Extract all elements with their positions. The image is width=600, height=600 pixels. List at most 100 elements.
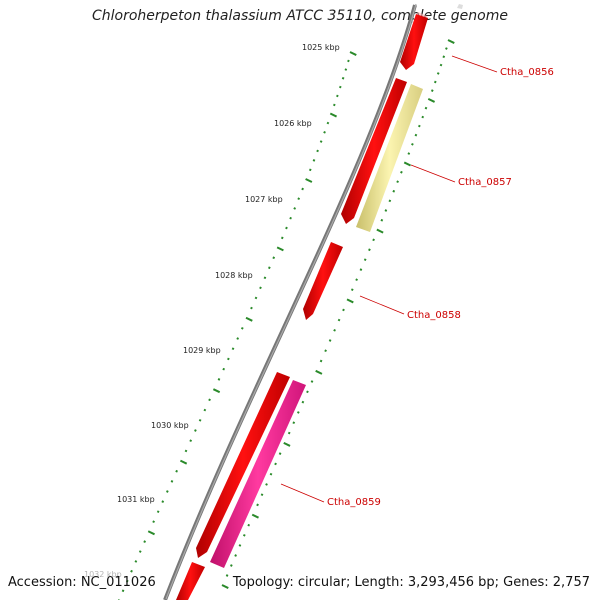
- gene-ctha-0857-left[interactable]: [341, 78, 407, 224]
- ruler-tick: [265, 483, 268, 486]
- ruler-tick: [222, 367, 226, 371]
- ruler-tick: [238, 544, 242, 547]
- gene-ctha-0859-red[interactable]: [196, 372, 290, 558]
- ruler-tick: [230, 564, 233, 567]
- ruler-tick: [315, 369, 323, 375]
- tick-label-1029: 1029 kbp: [183, 346, 221, 355]
- ruler-tick: [376, 228, 384, 234]
- ruler-tick: [342, 308, 345, 312]
- ruler-tick: [251, 513, 259, 519]
- ruler-tick: [312, 159, 316, 162]
- gene-top-faint: [457, 4, 463, 9]
- ruler-tick: [301, 187, 304, 191]
- ruler-tick: [328, 339, 332, 342]
- ruler-tick: [130, 569, 133, 573]
- gene-label-ctha-0858[interactable]: Ctha_0858: [407, 310, 461, 321]
- ruler-tick: [411, 142, 414, 146]
- tick-label-1028: 1028 kbp: [215, 271, 253, 280]
- ruler-tick: [418, 124, 421, 128]
- ruler-tick: [234, 554, 237, 557]
- ruler-tick: [259, 286, 262, 290]
- gene-ctha-0857-right[interactable]: [356, 84, 423, 232]
- ruler-tick: [285, 226, 288, 230]
- tick-label-1031: 1031 kbp: [117, 495, 155, 504]
- gene-ctha-0856[interactable]: [400, 12, 428, 70]
- ruler-tick: [424, 106, 428, 110]
- ruler-tick: [268, 266, 271, 270]
- ruler-tick: [442, 55, 446, 59]
- gene-ctha-0859-pink[interactable]: [210, 380, 306, 568]
- ruler-tick: [338, 85, 342, 89]
- ruler-tick: [380, 218, 384, 222]
- ruler-tick: [278, 452, 282, 455]
- ruler-tick: [170, 480, 174, 483]
- ruler-tick: [242, 534, 246, 537]
- ruler-tick: [217, 378, 221, 381]
- ruler-tick: [407, 152, 411, 155]
- gene-label-ctha-0856[interactable]: Ctha_0856: [500, 67, 554, 78]
- ruler-tick: [305, 178, 313, 183]
- ruler-tick: [240, 327, 244, 330]
- ruler-tick: [301, 400, 305, 404]
- ruler-tick: [289, 216, 292, 220]
- ruler-tick: [231, 347, 235, 351]
- ruler-tick: [227, 357, 230, 361]
- ruler-tick: [260, 493, 264, 496]
- ruler-tick: [333, 328, 336, 332]
- ruler-tick: [439, 63, 443, 67]
- ruler-tick: [433, 80, 437, 84]
- tick-label-1026: 1026 kbp: [274, 119, 312, 128]
- accession-text: Accession: NC_011026: [8, 575, 156, 590]
- gene-label-ctha-0857[interactable]: Ctha_0857: [458, 177, 512, 188]
- ruler-tick: [447, 39, 455, 44]
- ruler-tick: [332, 103, 336, 107]
- ruler-tick: [121, 589, 125, 593]
- inner-ruler: [118, 51, 357, 600]
- ruler-tick: [263, 276, 267, 280]
- ruler-tick: [250, 306, 253, 310]
- ruler-tick: [349, 51, 357, 56]
- ruler-tick: [347, 59, 350, 63]
- ruler-tick: [225, 574, 229, 577]
- ruler-tick: [166, 490, 169, 493]
- ruler-tick: [212, 388, 221, 394]
- ruler-tick: [400, 170, 403, 174]
- ruler-tick: [184, 449, 188, 453]
- ruler-tick: [247, 523, 251, 527]
- ruler-tick: [283, 441, 291, 447]
- ruler-tick: [297, 197, 301, 201]
- ruler-tick: [308, 168, 312, 172]
- ruler-tick: [336, 94, 339, 98]
- ruler-tick: [198, 418, 202, 422]
- ruler-tick: [269, 472, 273, 476]
- gene-ctha-0858[interactable]: [303, 242, 343, 320]
- ruler-tick: [414, 133, 418, 137]
- ruler-tick: [175, 469, 178, 473]
- ruler-tick: [337, 318, 341, 322]
- ruler-tick: [208, 398, 211, 402]
- ruler-tick: [319, 359, 323, 363]
- tick-label-1032: 1032 kbp: [84, 570, 122, 579]
- ruler-tick: [236, 337, 240, 340]
- ruler-tick: [194, 429, 197, 432]
- ruler-tick: [363, 258, 367, 261]
- ruler-tick: [272, 256, 276, 260]
- ruler-tick: [276, 246, 284, 252]
- gene-next[interactable]: [176, 562, 205, 600]
- ruler-tick: [421, 115, 425, 119]
- ruler-tick: [344, 68, 348, 71]
- ruler-tick: [346, 298, 354, 304]
- ruler-tick: [254, 296, 258, 300]
- ruler-tick: [396, 180, 399, 184]
- ruler-tick: [292, 421, 296, 425]
- ruler-tick: [324, 349, 327, 353]
- tick-label-1027: 1027 kbp: [245, 195, 283, 204]
- ruler-tick: [143, 540, 147, 543]
- gene-label-ctha-0859[interactable]: Ctha_0859: [327, 497, 381, 508]
- ruler-tick: [359, 268, 363, 271]
- ruler-tick: [203, 408, 207, 412]
- ruler-tick: [156, 510, 160, 514]
- ruler-tick: [350, 288, 354, 292]
- ruler-tick: [293, 207, 297, 210]
